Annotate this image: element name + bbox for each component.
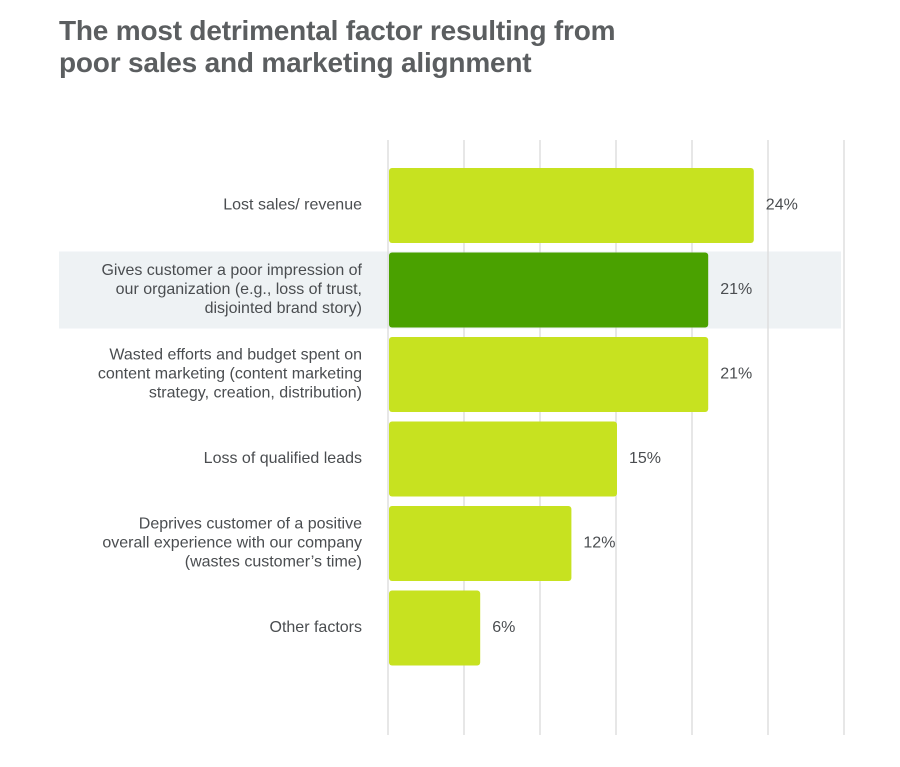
category-label: Wasted efforts and budget spent on conten… [98, 347, 362, 402]
bar [389, 337, 709, 412]
bars [389, 168, 754, 666]
bar [389, 421, 617, 497]
chart-title: The most detrimental factor resulting fr… [59, 15, 859, 79]
value-label: 21% [720, 281, 752, 298]
value-labels: 24% 21% 21% 15% 12% 6% [492, 197, 798, 637]
chart-title-line-2: poor sales and marketing alignment [59, 47, 532, 78]
category-label-line: strategy, creation, distribution) [149, 385, 362, 402]
category-label: Lost sales/ revenue [223, 197, 362, 214]
category-label-line: Deprives customer of a positive [139, 516, 362, 533]
category-label-line: Wasted efforts and budget spent on [109, 347, 362, 364]
category-label: Gives customer a poor impression of our o… [101, 262, 362, 317]
bar [389, 168, 754, 243]
bar [389, 252, 709, 328]
category-label-line: overall experience with our company [102, 535, 362, 552]
category-label: Other factors [270, 619, 362, 636]
category-label-line: Loss of qualified leads [204, 450, 362, 467]
category-label: Loss of qualified leads [204, 450, 362, 467]
category-label-line: our organization (e.g., loss of trust, [116, 281, 362, 298]
category-label: Deprives customer of a positive overall e… [102, 516, 362, 571]
category-label-line: content marketing (content marketing [98, 366, 362, 383]
value-label: 12% [583, 535, 615, 552]
value-label: 6% [492, 619, 515, 636]
value-label: 24% [766, 197, 798, 214]
bar [389, 506, 572, 581]
category-labels: Lost sales/ revenue Gives customer a poor… [98, 197, 363, 637]
value-label: 15% [629, 450, 661, 467]
bar [389, 590, 481, 666]
category-label-line: (wastes customer’s time) [185, 554, 362, 571]
category-label-line: Lost sales/ revenue [223, 197, 362, 214]
value-label: 21% [720, 366, 752, 383]
chart-title-line-1: The most detrimental factor resulting fr… [59, 15, 616, 46]
category-label-line: Gives customer a poor impression of [101, 262, 362, 279]
category-label-line: disjointed brand story) [205, 300, 362, 317]
category-label-line: Other factors [270, 619, 362, 636]
